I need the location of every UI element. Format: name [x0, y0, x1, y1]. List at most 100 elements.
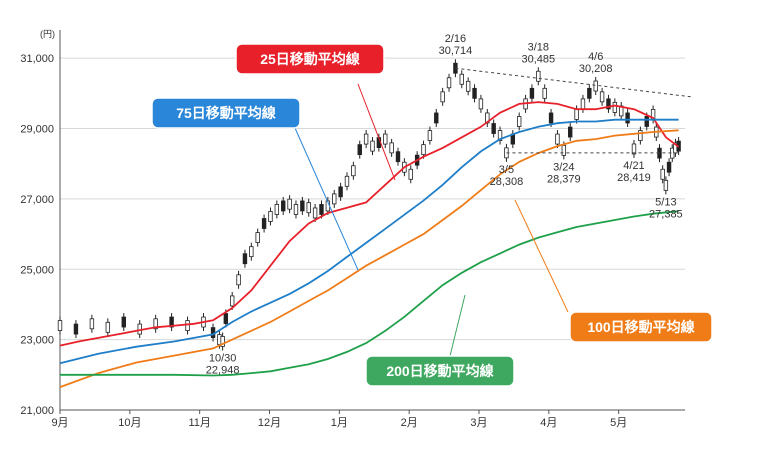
candle-body [73, 323, 79, 335]
annotation-value: 30,208 [579, 63, 613, 75]
y-tick-label: 21,000 [20, 405, 54, 417]
annotation-date: 3/18 [528, 41, 549, 53]
candle-body [440, 91, 445, 103]
annotation-date: 4/21 [623, 160, 644, 172]
candle-body [421, 144, 426, 156]
candle-body [383, 133, 388, 145]
candle-body [236, 274, 241, 286]
candle-body [332, 193, 337, 205]
candle-body [306, 202, 311, 214]
candle-body [300, 200, 305, 212]
annotation-date: 2/16 [445, 33, 466, 45]
x-tick-label: 12月 [258, 417, 281, 429]
y-unit-label: (円) [40, 29, 55, 39]
y-tick-label: 23,000 [20, 335, 54, 347]
callout-box [365, 355, 515, 387]
candle-body [57, 320, 63, 331]
candle-body [606, 98, 611, 110]
candle-body [644, 116, 649, 127]
candle-body [223, 313, 229, 324]
x-tick-label: 1月 [331, 417, 348, 429]
moving-average-lines [59, 101, 680, 388]
callout-box [235, 43, 385, 75]
candle-body [612, 102, 618, 113]
y-tick-label: 27,000 [20, 194, 54, 206]
candle-body [293, 204, 299, 215]
callout-pointer [357, 83, 396, 181]
callout-box [569, 311, 713, 343]
series-line [59, 129, 679, 388]
series-line [59, 118, 679, 365]
x-tick-label: 10月 [118, 417, 141, 429]
annotation-date: 3/24 [553, 161, 574, 173]
candle-body [169, 316, 174, 328]
candle-body [249, 246, 254, 258]
candle-body [319, 204, 324, 215]
annotation-value: 22,948 [206, 364, 240, 376]
candle-body [89, 318, 95, 330]
candle-body [446, 77, 452, 89]
chart-axes [59, 30, 685, 411]
legend-callouts: 25日移動平均線 75日移動平均線 100日移動平均線 200日移動平均線 [151, 43, 713, 387]
annotation-date: 10/30 [209, 352, 237, 364]
x-tick-label: 11月 [188, 417, 210, 429]
candle-body [370, 140, 375, 152]
candle-body [638, 130, 643, 141]
candle-body [536, 70, 541, 82]
series-line [60, 210, 679, 377]
candle-body [465, 80, 471, 92]
x-tick-labels: 9月 10月 11月 12月 1月 2月 3月 4月 5月 [51, 410, 627, 429]
candle-body [660, 168, 665, 180]
candle-body [274, 204, 280, 215]
callout-pointer [449, 294, 466, 357]
candle-body [312, 207, 318, 219]
candle-body [363, 133, 369, 145]
candle-body [281, 200, 286, 212]
candle-body [529, 87, 535, 99]
candle-body [587, 87, 592, 99]
y-tick-label: 31,000 [20, 53, 54, 65]
candle-body [497, 130, 503, 141]
annotation-value: 30,485 [521, 53, 555, 65]
y-tick-label: 29,000 [20, 124, 54, 136]
callout-box [151, 97, 301, 129]
annotation-value: 28,419 [617, 172, 651, 184]
candle-body [153, 318, 158, 330]
candle-body [255, 232, 260, 243]
candle-body [542, 87, 547, 99]
trend-lines [455, 67, 692, 154]
candle-body [395, 151, 401, 163]
candle-body [599, 91, 605, 103]
candle-body [220, 336, 225, 347]
candle-body [580, 98, 586, 110]
annotation-date: 4/6 [588, 51, 603, 63]
candle-body [491, 123, 496, 134]
candle-body [478, 98, 484, 110]
trend-line [455, 67, 692, 98]
callout-label: 25日移動平均線 [260, 51, 360, 67]
candle-body [121, 316, 126, 328]
series-line [59, 101, 680, 347]
annotation-value: 28,379 [547, 173, 581, 185]
candle-body [268, 211, 273, 222]
candle-body [561, 144, 567, 156]
x-tick-label: 5月 [610, 417, 627, 429]
annotation-value: 27,385 [649, 208, 683, 220]
y-tick-label: 25,000 [20, 264, 54, 276]
candle-body [459, 73, 464, 85]
candle-body [287, 198, 292, 210]
annotation-date: 5/13 [655, 196, 676, 208]
candle-body [631, 143, 637, 155]
candle-body [357, 144, 362, 156]
annotation-date: 3/5 [499, 164, 514, 176]
candle-body [663, 179, 669, 191]
candle-body [548, 112, 554, 124]
candle-body [434, 112, 439, 124]
callout-label: 100日移動平均線 [587, 319, 694, 335]
callout-pointer [514, 199, 569, 313]
candle-body [229, 295, 235, 307]
candle-body [427, 130, 433, 141]
y-tick-labels: 21,000 23,000 25,000 27,000 29,000 31,000 [20, 53, 54, 417]
